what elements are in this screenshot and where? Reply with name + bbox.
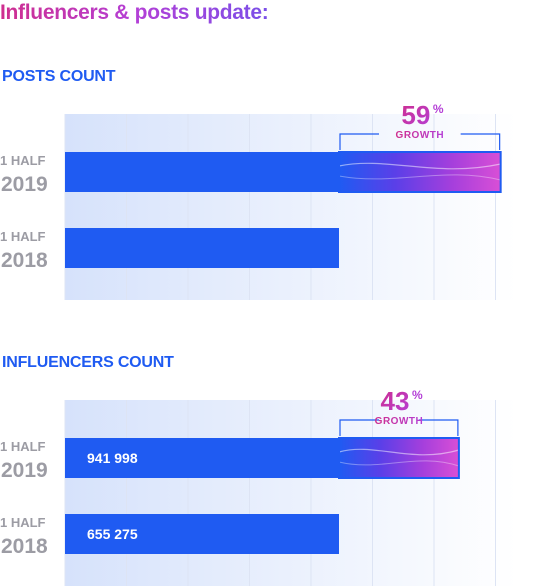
category-year-label: 2018 xyxy=(1,535,48,558)
growth-unit: % xyxy=(433,102,444,116)
influencers-section-title: INFLUENCERS COUNT xyxy=(2,354,174,371)
category-year-label: 2018 xyxy=(1,249,48,272)
growth-bar-border xyxy=(338,437,460,479)
bar-2018 xyxy=(65,514,339,554)
category-half-label: 1 HALF xyxy=(0,439,46,454)
growth-value: 59 xyxy=(401,100,430,130)
plot-background xyxy=(65,114,517,300)
category-year-label: 2019 xyxy=(1,459,48,482)
wave-line xyxy=(338,162,501,170)
bar-2019 xyxy=(65,152,339,192)
posts-section-title: POSTS COUNT xyxy=(2,68,116,85)
plot-background xyxy=(65,400,517,586)
category-half-label: 1 HALF xyxy=(0,229,46,244)
growth-label: GROWTH xyxy=(396,130,445,141)
wave-line xyxy=(338,448,460,456)
bar-value-label: 655 275 xyxy=(87,526,138,542)
bar-value-label: 941 998 xyxy=(87,450,138,466)
category-year-label: 2019 xyxy=(1,173,48,196)
bar-2019 xyxy=(65,438,339,478)
growth-bar-segment xyxy=(339,152,501,192)
growth-bar-segment xyxy=(339,438,459,478)
wave-line xyxy=(338,174,501,181)
bar-2018 xyxy=(65,228,339,268)
category-half-label: 1 HALF xyxy=(0,515,46,530)
growth-bar-border xyxy=(338,151,502,193)
growth-bracket xyxy=(339,419,459,436)
category-half-label: 1 HALF xyxy=(0,153,46,168)
growth-value: 43 xyxy=(380,386,409,416)
page-title: Influencers & posts update: xyxy=(0,1,269,24)
growth-label: GROWTH xyxy=(375,416,424,427)
wave-line xyxy=(338,460,460,467)
growth-unit: % xyxy=(412,388,423,402)
growth-bracket xyxy=(339,133,501,150)
